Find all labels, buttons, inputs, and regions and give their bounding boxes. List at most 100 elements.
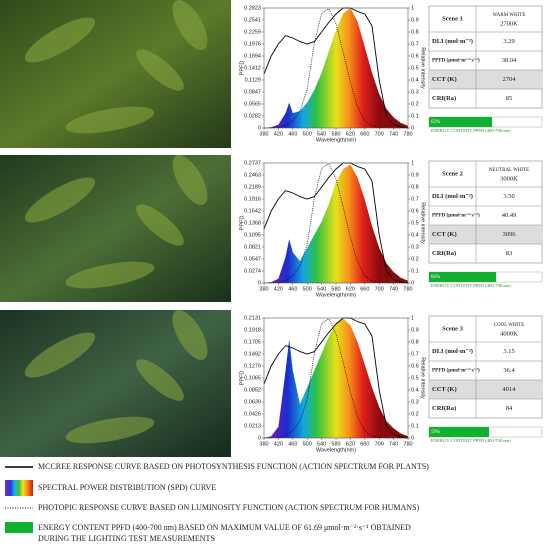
row-value: 3.29 [503, 38, 514, 45]
y2-tick-label: 0.2 [411, 256, 419, 262]
legend-text: SPECTRAL POWER DISTRIBUTION (SPD) CURVE [38, 483, 216, 492]
y-tick-label: 0.0282 [244, 113, 261, 119]
x-tick-label: 380 [259, 131, 268, 137]
scene-title: Scene 2 [442, 170, 463, 177]
y2-tick-label: 0.7 [411, 41, 419, 47]
row-label: CRI(Ra) [432, 250, 456, 257]
energy-bar [429, 117, 493, 127]
y2-tick-label: 0.2 [411, 101, 419, 107]
table-frame [428, 5, 543, 109]
x-axis-label: Wavelength(nm) [316, 447, 356, 453]
y-tick-label: 0.0547 [244, 256, 261, 262]
y-axis-label: PPFD [239, 61, 245, 76]
x-tick-label: 500 [303, 441, 312, 447]
y2-tick-label: 1 [411, 5, 414, 11]
row-shade [429, 380, 542, 399]
y-tick-label: 0.1976 [244, 41, 261, 47]
y2-tick-label: 0.1 [411, 113, 419, 119]
x-tick-label: 460 [288, 286, 297, 292]
row-label: CCT (K) [432, 231, 457, 238]
y-tick-label: 0.2259 [244, 29, 261, 35]
y-tick-label: 0 [258, 125, 261, 131]
x-tick-label: 380 [259, 286, 268, 292]
spd-area [264, 164, 408, 283]
table-frame [428, 315, 543, 419]
energy-label: 59% [431, 430, 440, 435]
x-tick-label: 780 [403, 286, 412, 292]
y2-tick-label: 0.7 [411, 351, 419, 357]
y2-tick-label: 0.4 [411, 77, 419, 83]
y2-tick-label: 0.3 [411, 244, 419, 250]
scene-type: WARM WHITE [493, 13, 526, 18]
y2-axis-label: Relative intensity [420, 202, 426, 244]
energy-bar [429, 427, 490, 437]
row-value: 4014 [503, 386, 517, 393]
x-tick-label: 460 [288, 441, 297, 447]
x-tick-label: 420 [274, 286, 283, 292]
x-tick-label: 780 [403, 441, 412, 447]
y2-tick-label: 0.5 [411, 220, 419, 226]
y-tick-label: 0.0274 [244, 268, 261, 274]
legend-text: MCCREE RESPONSE CURVE BASED ON PHOTOSYNT… [38, 462, 429, 471]
y-tick-label: 0.1694 [244, 53, 261, 59]
legend-text: PHOTOPIC RESPONSE CURVE BASED ON LUMINOS… [38, 503, 420, 512]
row-value: 3.15 [503, 348, 514, 355]
mccree-line [263, 317, 409, 439]
energy-bar [429, 272, 497, 282]
y2-tick-label: 0.6 [411, 53, 419, 59]
x-tick-label: 740 [389, 131, 398, 137]
y-tick-label: 0.0213 [244, 423, 261, 429]
mccree-line [263, 162, 409, 284]
x-tick-label: 500 [303, 286, 312, 292]
x-tick-label: 460 [288, 131, 297, 137]
energy-label: 66% [431, 275, 440, 280]
photos [0, 0, 231, 457]
row-value: 3096 [503, 231, 517, 238]
y-tick-label: 0.2131 [244, 315, 261, 321]
x-tick-label: 580 [331, 286, 340, 292]
y-tick-label: 0.1095 [244, 232, 261, 238]
leaves [24, 0, 208, 444]
y-tick-label: 0.0821 [244, 244, 261, 250]
y-tick-label: 0.1279 [244, 363, 261, 369]
x-tick-label: 620 [346, 286, 355, 292]
x-tick-label: 740 [389, 441, 398, 447]
y2-tick-label: 0.1 [411, 423, 419, 429]
y2-tick-label: 0.4 [411, 232, 419, 238]
scene-type: NEUTRAL WHITE [489, 168, 529, 173]
y2-tick-label: 0.3 [411, 399, 419, 405]
row-value: 85 [506, 95, 513, 102]
y2-tick-label: 0.6 [411, 208, 419, 214]
y-tick-label: 0.1492 [244, 351, 261, 357]
scene-title: Scene 1 [442, 15, 463, 22]
y-tick-label: 0.1916 [244, 196, 261, 202]
x-tick-label: 660 [360, 286, 369, 292]
y-tick-label: 0.0565 [244, 101, 261, 107]
y-axis-label: PPFD [239, 371, 245, 386]
y-tick-label: 0.1065 [244, 375, 261, 381]
row-label: PPFD (μmol·m⁻²·s⁻¹) [432, 367, 480, 374]
x-tick-label: 660 [360, 441, 369, 447]
y-axis-label: PPFD [239, 216, 245, 231]
y2-tick-label: 0.4 [411, 387, 419, 393]
row-shade [429, 225, 542, 244]
x-tick-label: 660 [360, 131, 369, 137]
y-tick-label: 0.0639 [244, 399, 261, 405]
scene-title: Scene 3 [442, 325, 464, 332]
x-tick-label: 540 [317, 286, 326, 292]
y2-tick-label: 0 [411, 435, 414, 441]
y-tick-label: 0.0426 [244, 411, 261, 417]
row-value: 84 [506, 405, 513, 412]
y2-tick-label: 0.8 [411, 339, 419, 345]
legend-text: DURING THE LIGHTING TEST MEASUREMENTS [38, 534, 215, 543]
y-tick-label: 0.2189 [244, 184, 261, 190]
legend-keys [5, 466, 33, 533]
y2-tick-label: 0.9 [411, 172, 419, 178]
energy-caption: ENERGY CONTENT PPFD (400-700 nm) [431, 128, 511, 133]
row-value: 36.4 [503, 367, 515, 374]
row-value: 3.50 [503, 193, 514, 200]
row-value: 83 [506, 250, 513, 257]
row-label: PPFD (μmol·m⁻²·s⁻¹) [432, 57, 480, 64]
mccree-line [263, 7, 409, 129]
y2-tick-label: 0.9 [411, 327, 419, 333]
